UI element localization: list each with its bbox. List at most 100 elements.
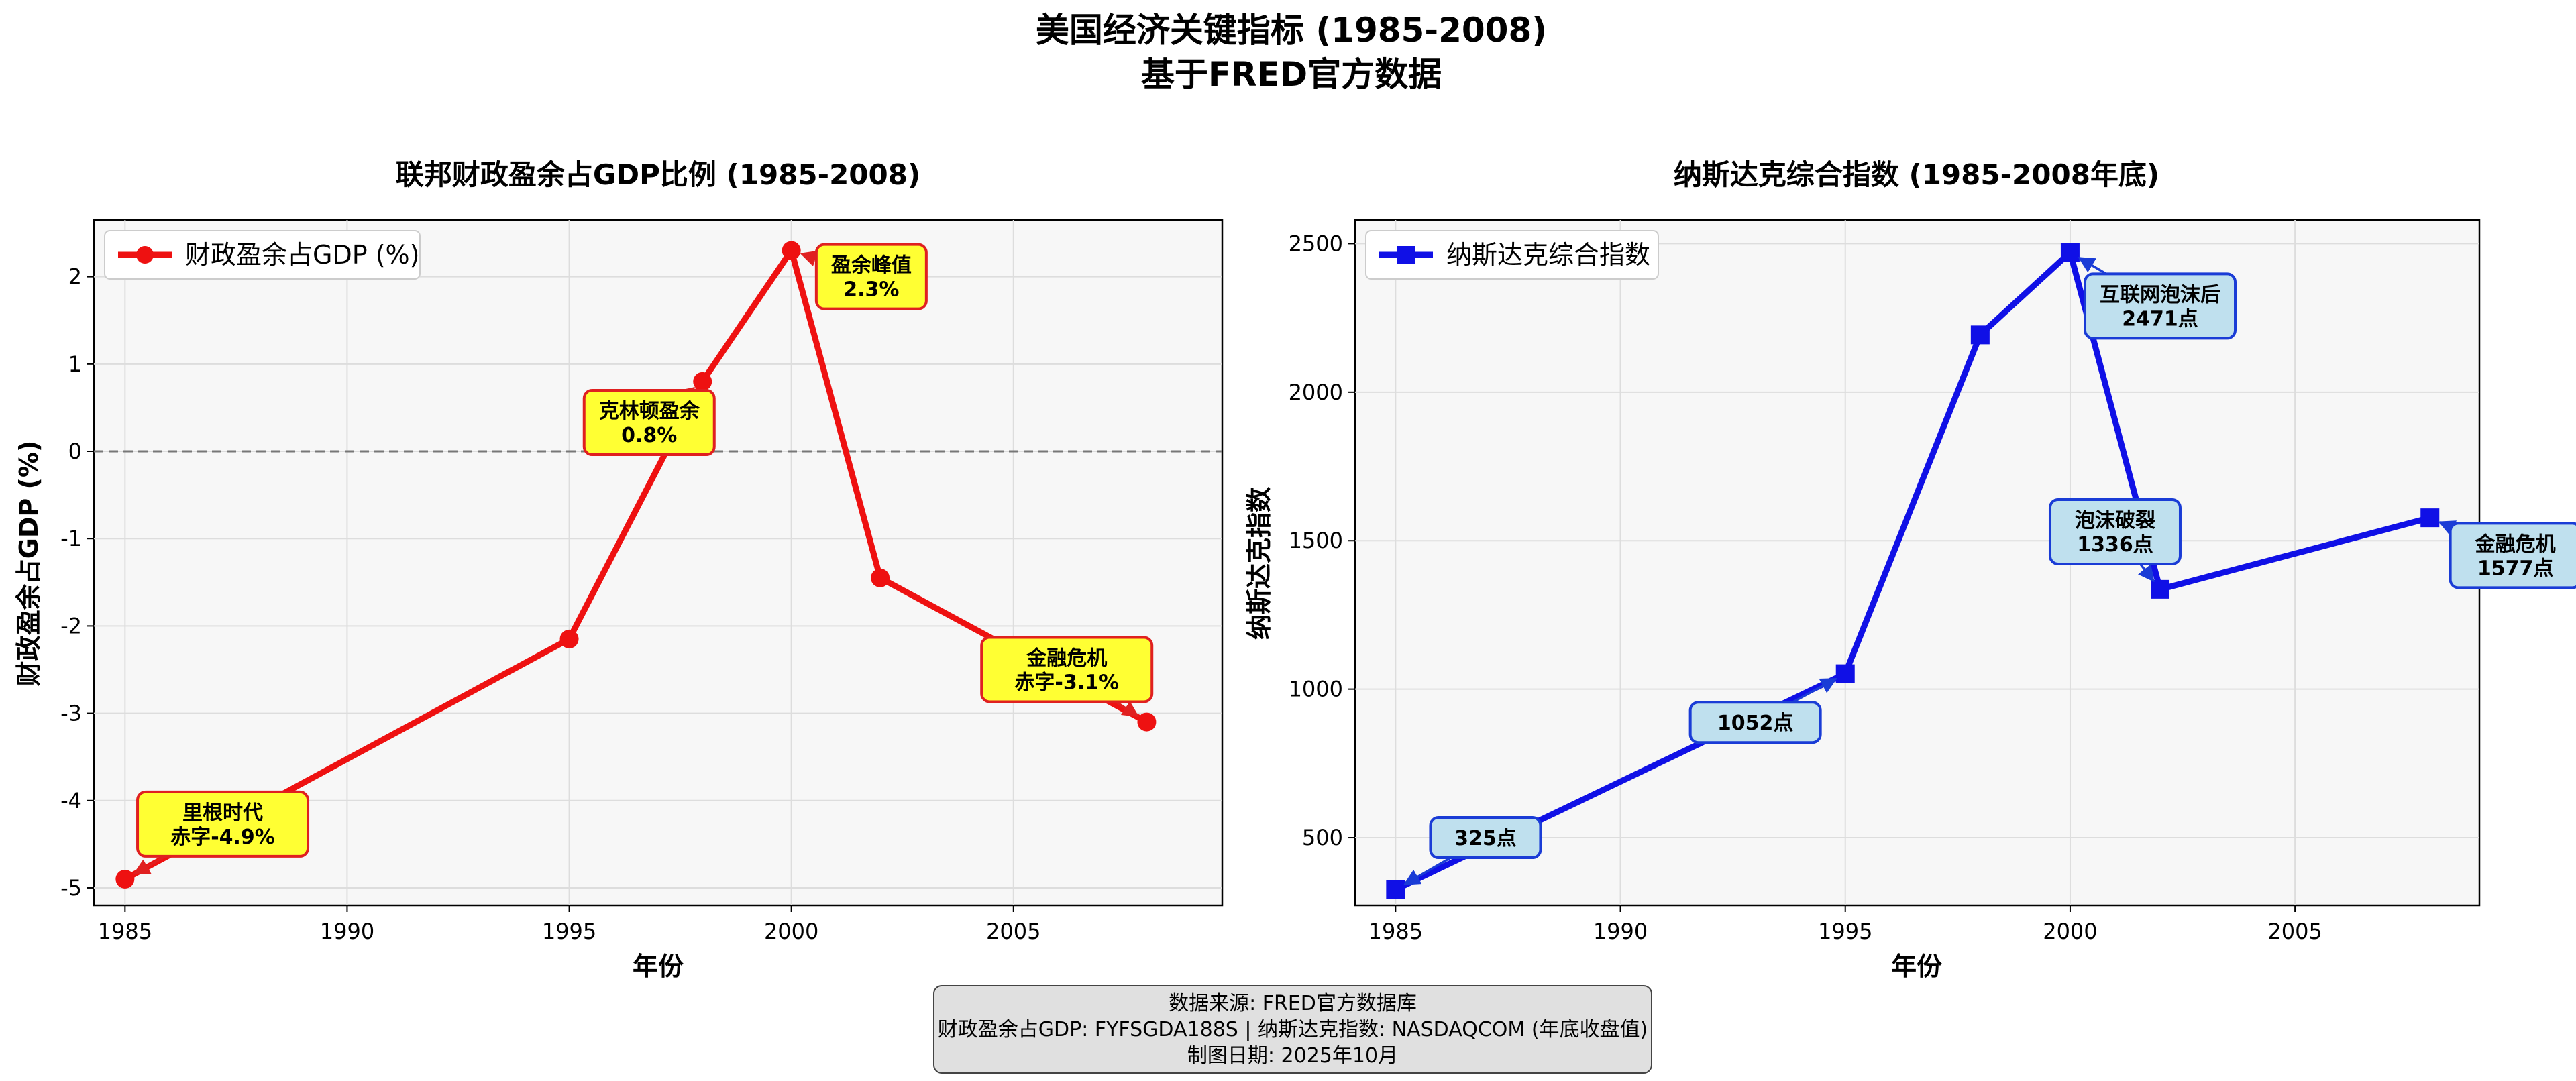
annotation: 325点 <box>1403 816 1542 886</box>
annotation-text: 金融危机 <box>2475 532 2556 556</box>
x-tick-label: 1995 <box>542 919 596 944</box>
y-tick-label: 1000 <box>1289 677 1343 702</box>
annotation-text: 2.3% <box>843 278 899 302</box>
y-tick-label: 2000 <box>1289 380 1343 405</box>
annotation-text: 0.8% <box>621 424 677 447</box>
source-line-3: 制图日期: 2025年10月 <box>1187 1044 1398 1068</box>
legend-marker <box>1397 246 1415 264</box>
y-ticks: 2 1 0 -1 -2 -3 -4 -5 <box>60 264 94 901</box>
annotation-arrow <box>800 250 818 267</box>
data-point <box>2151 579 2170 599</box>
annotation-box <box>2449 522 2576 589</box>
chart-title: 联邦财政盈余占GDP比例 (1985-2008) <box>396 158 920 191</box>
annotation-box <box>1688 701 1822 744</box>
chart-title: 纳斯达克综合指数 (1985-2008年底) <box>1674 158 2159 191</box>
x-tick-label: 2005 <box>2267 919 2322 944</box>
y-tick-label: -1 <box>60 526 82 551</box>
annotation-arrow <box>2137 563 2155 583</box>
annotation-box <box>814 243 928 310</box>
y-axis-label: 财政盈余占GDP (%) <box>14 441 44 687</box>
annotation-box <box>136 790 310 858</box>
annotation-arrow <box>1792 677 1837 703</box>
x-tick-label: 2000 <box>764 919 818 944</box>
annotation-text: 克林顿盈余 <box>599 400 700 423</box>
y-tick-label: 0 <box>68 439 82 464</box>
legend-marker <box>136 246 154 264</box>
data-point <box>1970 325 1990 345</box>
source-line-1: 数据来源: FRED官方数据库 <box>1169 992 1417 1015</box>
y-tick-label: -3 <box>60 701 82 726</box>
x-axis-label: 年份 <box>1891 952 1942 981</box>
legend: 财政盈余占GDP (%) <box>104 230 421 280</box>
y-tick-label: 500 <box>1302 825 1343 850</box>
y-axis-label: 纳斯达克指数 <box>1244 487 1274 640</box>
data-point <box>1386 880 1405 899</box>
x-ticks: 1985 1990 1995 2000 2005 <box>98 905 1040 944</box>
annotation-text: 2471点 <box>2122 307 2198 331</box>
annotation-box <box>2048 498 2182 565</box>
x-tick-label: 1985 <box>1368 919 1423 944</box>
plot-area <box>1354 219 2481 907</box>
x-tick-label: 2005 <box>986 919 1040 944</box>
legend-label: 纳斯达克综合指数 <box>1446 240 1650 270</box>
annotation-box <box>980 636 1154 703</box>
data-point <box>1137 712 1157 732</box>
legend-box <box>104 230 421 280</box>
annotation-arrow <box>1403 856 1452 886</box>
y-ticks: 2500 2000 1500 1000 500 <box>1289 231 1355 850</box>
annotation-text: 泡沫破裂 <box>2075 509 2155 532</box>
x-axis-label: 年份 <box>633 952 684 981</box>
annotation-arrow <box>2438 520 2457 536</box>
data-point <box>2420 508 2440 528</box>
annotation-text: 1577点 <box>2477 557 2554 580</box>
source-line-2: 财政盈余占GDP: FYFSGDA188S | 纳斯达克指数: NASDAQCO… <box>938 1018 1648 1041</box>
y-tick-label: -4 <box>60 788 82 813</box>
data-point <box>559 629 579 648</box>
annotation-text: 赤字-3.1% <box>1014 671 1119 694</box>
annotation-box <box>582 389 716 457</box>
annotation-box <box>1429 816 1542 860</box>
data-point <box>115 869 135 889</box>
legend: 纳斯达克综合指数 <box>1365 230 1659 280</box>
annotation-text: 里根时代 <box>182 801 263 825</box>
data-point <box>1835 664 1855 683</box>
legend-box <box>1365 230 1659 280</box>
annotation-text: 金融危机 <box>1026 646 1107 670</box>
annotation-arrow <box>133 855 166 875</box>
legend-label: 财政盈余占GDP (%) <box>185 240 419 270</box>
grid <box>1355 220 2479 905</box>
y-tick-label: 1500 <box>1289 528 1343 553</box>
x-tick-label: 1985 <box>98 919 152 944</box>
annotation-arrow <box>1115 701 1140 718</box>
figure-title-line1: 美国经济关键指标 (1985-2008) <box>1036 11 1547 50</box>
annotation-text: 赤字-4.9% <box>170 826 275 849</box>
series-line <box>123 247 1148 882</box>
annotation-text: 盈余峰值 <box>831 254 912 278</box>
grid <box>94 220 1222 905</box>
annotation-text: 325点 <box>1454 827 1517 850</box>
annotation-arrow <box>2078 256 2107 275</box>
annotation-text: 1052点 <box>1717 712 1794 735</box>
annotation-box <box>2084 272 2237 340</box>
y-tick-label: 2500 <box>1289 231 1343 256</box>
chart-nasdaq: 纳斯达克综合指数 (1985-2008年底) 1985 1990 1995 2000 2… <box>1244 158 2576 981</box>
x-tick-label: 1995 <box>1818 919 1872 944</box>
source-box-frame <box>933 985 1652 1074</box>
chart-fiscal-surplus: 联邦财政盈余占GDP比例 (1985-2008) 1985 1990 1995 200… <box>14 158 1224 981</box>
y-tick-label: -2 <box>60 613 82 638</box>
figure-title-line2: 基于FRED官方数据 <box>1141 55 1442 94</box>
data-point <box>693 372 712 391</box>
x-ticks: 1985 1990 1995 2000 2005 <box>1368 905 2322 944</box>
data-point <box>782 241 801 260</box>
annotation: 1052点 <box>1688 677 1837 744</box>
annotation-text: 互联网泡沫后 <box>2100 283 2220 306</box>
